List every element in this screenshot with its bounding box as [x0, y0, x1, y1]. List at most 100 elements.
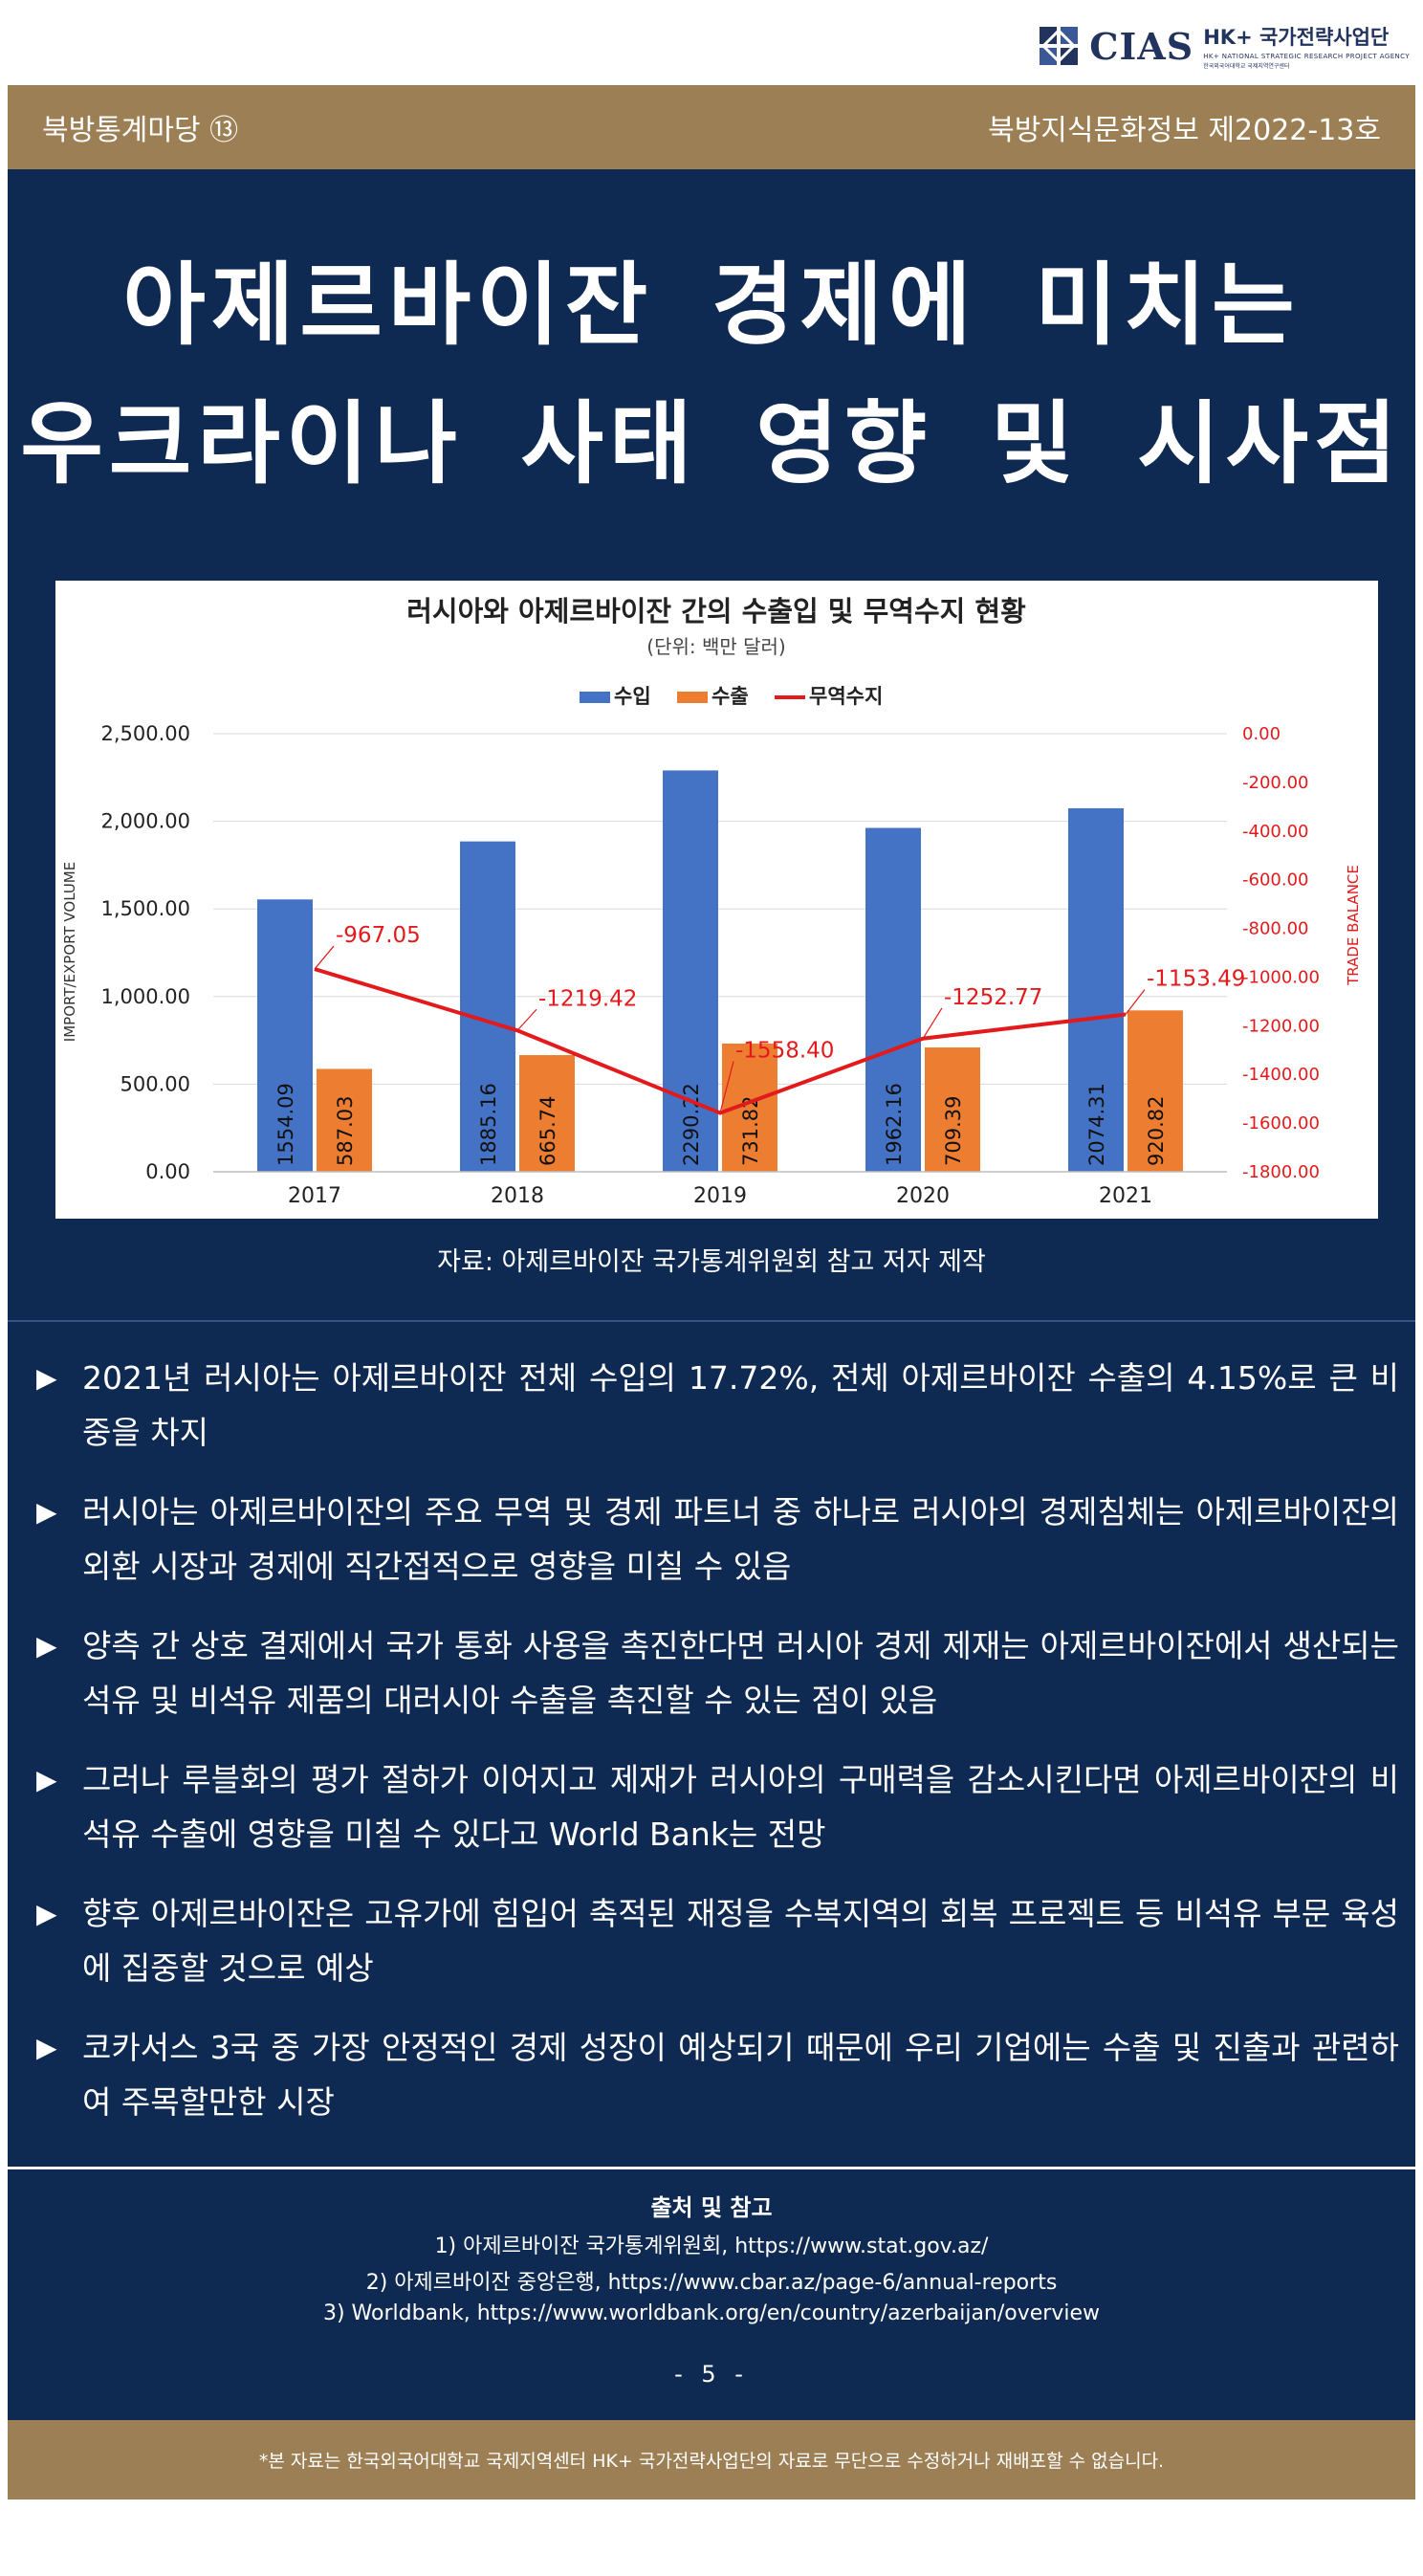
chart-line: -967.05 -1219.42 -1558.40 -1252.77 -1153.49	[314, 923, 1245, 1115]
chart-axes: 2,500.00 2,000.00 1,500.00 1,000.00 500.00 0.…	[100, 722, 1319, 1208]
logo-name: HK+ 국가전략사업단	[1203, 26, 1390, 49]
logo-subtitle-ko: 한국외국어대학교 국제지역연구센터	[1203, 63, 1290, 70]
import-data-label: 1962.16	[883, 1083, 906, 1166]
chart-title: 러시아와 아제르바이잔 간의 수출입 및 무역수지 현황	[406, 595, 1026, 627]
y-tick-label: 500.00	[120, 1072, 190, 1095]
legend-swatch	[580, 692, 610, 703]
bullet-marker-icon: ▶	[36, 1630, 57, 1662]
reference-item: 1) 아제르바이잔 국가통계위원회, https://www.stat.gov.…	[434, 2235, 989, 2258]
page-title: 아제르바이잔 경제에 미치는 우크라이나 사태 영향 및 시사점	[8, 236, 1415, 514]
y-tick-label: 2,000.00	[100, 810, 190, 833]
balance-data-label: -967.05	[336, 923, 421, 948]
title-line-1: 아제르바이잔 경제에 미치는	[122, 253, 1301, 358]
y2-tick-label: 0.00	[1242, 724, 1281, 744]
bullet-text: 그러나 루블화의 평가 절하가 이어지고 제재가 러시아의 구매력을 감소시킨다…	[82, 1761, 1399, 1853]
y2-tick-label: -1000.00	[1242, 967, 1320, 987]
y2-tick-label: -1600.00	[1242, 1113, 1320, 1134]
bullet-text: 코카서스 3국 중 가장 안정적인 경제 성장이 예상되기 때문에 우리 기업에…	[82, 2029, 1399, 2121]
bullet-marker-icon: ▶	[36, 2032, 57, 2063]
balance-leader-line	[922, 1007, 943, 1040]
export-data-label: 731.82	[739, 1096, 762, 1166]
header-bar: 북방통계마당 ⑬ 북방지식문화정보 제2022-13호	[8, 85, 1415, 169]
bullet-text: 양측 간 상호 결제에서 국가 통화 사용을 촉진한다면 러시아 경제 제재는 …	[82, 1627, 1399, 1719]
import-data-label: 2074.31	[1085, 1083, 1108, 1166]
bullet-item: ▶ 그러나 루블화의 평가 절하가 이어지고 제재가 러시아의 구매력을 감소시…	[36, 1752, 1399, 1861]
chart-subtitle: (단위: 백만 달러)	[646, 635, 785, 658]
series-label: 북방통계마당 ⑬	[42, 114, 239, 147]
import-data-label: 1885.16	[477, 1083, 500, 1166]
y2-axis-label: TRADE BALANCE	[1345, 865, 1362, 986]
bullet-item: ▶ 러시아는 아제르바이잔의 주요 무역 및 경제 파트너 중 하나로 러시아의…	[36, 1485, 1399, 1594]
balance-leader-line	[314, 945, 335, 970]
y-tick-label: 1,500.00	[100, 897, 190, 920]
legend-swatch	[677, 692, 708, 703]
y2-tick-label: -1200.00	[1242, 1016, 1320, 1036]
key-points: ▶ 2021년 러시아는 아제르바이잔 전체 수입의 17.72%, 전체 아제…	[8, 1320, 1415, 2167]
export-bar	[317, 1068, 372, 1172]
bullet-text: 러시아는 아제르바이잔의 주요 무역 및 경제 파트너 중 하나로 러시아의 경…	[82, 1493, 1399, 1585]
logo-brand: CIAS	[1089, 24, 1194, 68]
balance-data-label: -1219.42	[538, 986, 637, 1011]
cias-logo-icon	[1040, 27, 1079, 65]
x-tick-label: 2019	[693, 1184, 747, 1208]
logo-subtitle-en: HK+ NATIONAL STRATEGIC RESEARCH PROJECT …	[1203, 53, 1410, 60]
export-data-label: 665.74	[536, 1096, 559, 1166]
y2-tick-label: -1800.00	[1242, 1162, 1320, 1182]
logo: CIAS HK+ 국가전략사업단 HK+ NATIONAL STRATEGIC …	[1038, 19, 1410, 73]
import-bar	[257, 899, 313, 1172]
legend-label: 수입	[614, 685, 651, 708]
import-data-label: 2290.22	[680, 1083, 703, 1166]
import-bar	[1068, 807, 1124, 1172]
x-tick-label: 2018	[491, 1184, 544, 1208]
x-tick-label: 2020	[896, 1184, 950, 1208]
y2-tick-label: -200.00	[1242, 773, 1308, 793]
export-bar	[519, 1055, 575, 1172]
footer-disclaimer: *본 자료는 한국외국어대학교 국제지역센터 HK+ 국가전략사업단의 자료로 …	[8, 2420, 1415, 2499]
issue-number: 북방지식문화정보 제2022-13호	[988, 114, 1381, 147]
export-bar	[1127, 1010, 1183, 1172]
export-bar	[925, 1047, 980, 1172]
export-data-label: 587.03	[334, 1096, 357, 1166]
title-chart-section: 아제르바이잔 경제에 미치는 우크라이나 사태 영향 및 시사점 러시아와 아제…	[8, 169, 1415, 1320]
bullet-item: ▶ 양측 간 상호 결제에서 국가 통화 사용을 촉진한다면 러시아 경제 제재…	[36, 1618, 1399, 1728]
x-tick-label: 2017	[288, 1184, 341, 1208]
bullet-text: 2021년 러시아는 아제르바이잔 전체 수입의 17.72%, 전체 아제르바…	[82, 1359, 1399, 1451]
import-bar	[663, 770, 718, 1172]
x-tick-label: 2021	[1099, 1184, 1152, 1208]
bullet-item: ▶ 코카서스 3국 중 가장 안정적인 경제 성장이 예상되기 때문에 우리 기…	[36, 2020, 1399, 2129]
y2-tick-label: -400.00	[1242, 822, 1308, 842]
bullet-marker-icon: ▶	[36, 1898, 57, 1929]
reference-item: 3) Worldbank, https://www.worldbank.org/…	[322, 2301, 1100, 2325]
export-data-label: 709.39	[942, 1096, 965, 1166]
chart-legend: 수입 수출 무역수지	[580, 685, 883, 708]
chart-bars: 1554.09 587.03 1885.16 665.74 2290.22 731.82 1…	[257, 770, 1183, 1172]
balance-data-label: -1252.77	[944, 985, 1042, 1010]
page-number: - 5 -	[674, 2361, 749, 2388]
chart: 러시아와 아제르바이잔 간의 수출입 및 무역수지 현황 (단위: 백만 달러)…	[55, 581, 1378, 1219]
balance-leader-line	[719, 1061, 734, 1113]
balance-leader-line	[1125, 989, 1146, 1015]
bullet-marker-icon: ▶	[36, 1496, 57, 1528]
export-data-label: 920.82	[1145, 1096, 1168, 1166]
balance-data-label: -1558.40	[735, 1039, 834, 1064]
legend-label: 수출	[712, 685, 749, 708]
y-tick-label: 1,000.00	[100, 985, 190, 1008]
reference-item: 2) 아제르바이잔 중앙은행, https://www.cbar.az/page…	[365, 2271, 1058, 2295]
bullet-item: ▶ 2021년 러시아는 아제르바이잔 전체 수입의 17.72%, 전체 아제…	[36, 1351, 1399, 1460]
import-bar	[865, 827, 921, 1172]
import-data-label: 1554.09	[274, 1083, 297, 1166]
y-tick-label: 0.00	[145, 1160, 190, 1183]
balance-data-label: -1153.49	[1147, 966, 1245, 991]
legend-label: 무역수지	[809, 685, 883, 708]
y2-tick-label: -1400.00	[1242, 1065, 1320, 1085]
y2-tick-label: -600.00	[1242, 870, 1308, 891]
import-bar	[460, 841, 515, 1172]
bullet-marker-icon: ▶	[36, 1764, 57, 1795]
y-axis-label: IMPORT/EXPORT VOLUME	[61, 862, 78, 1042]
balance-leader-line	[516, 1008, 537, 1031]
y-tick-label: 2,500.00	[100, 722, 190, 745]
chart-svg: 러시아와 아제르바이잔 간의 수출입 및 무역수지 현황 (단위: 백만 달러)…	[61, 595, 1362, 1208]
references-title: 출처 및 참고	[650, 2194, 773, 2221]
bullet-item: ▶ 향후 아제르바이잔은 고유가에 힘입어 축적된 재정을 수복지역의 회복 프…	[36, 1886, 1399, 1995]
bullet-marker-icon: ▶	[36, 1362, 57, 1394]
